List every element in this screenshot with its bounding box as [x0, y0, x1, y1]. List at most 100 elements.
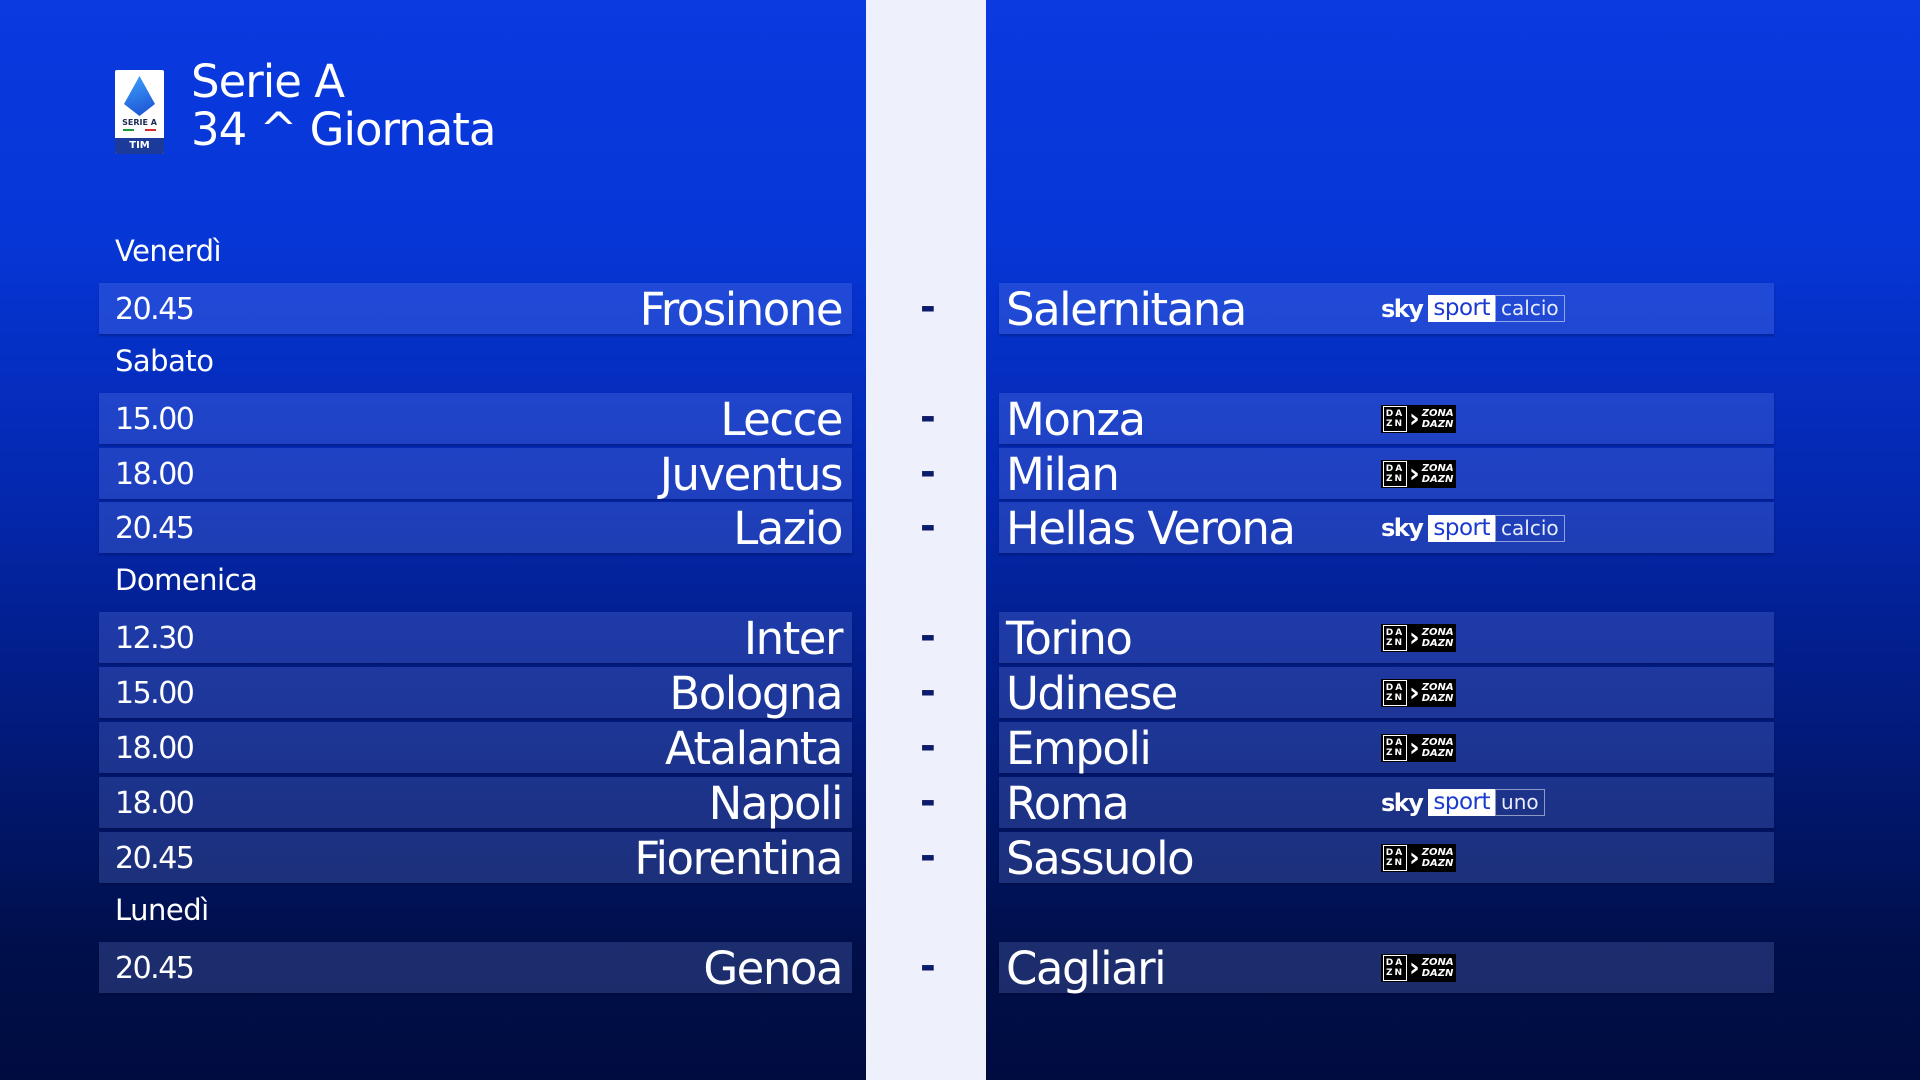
sky-channel: calcio [1495, 514, 1565, 542]
dazn-zona-logo: DA ZN › ZONA DAZN [1381, 953, 1456, 982]
zona-dazn-text: ZONA DAZN [1422, 682, 1454, 704]
dazn-box-icon: DA ZN [1383, 680, 1407, 707]
home-team: Bologna [669, 667, 843, 721]
chevron-right-icon: › [1409, 623, 1420, 654]
sky-sport: sport [1428, 789, 1496, 817]
kickoff-time: 15.00 [115, 676, 195, 712]
match-row: 15.00 Bologna - Udinese DA ZN › ZONA DAZN [0, 665, 1920, 720]
home-team: Genoa [703, 941, 843, 995]
zona-line2: DAZN [1421, 693, 1454, 705]
logo-sponsor: TIM [115, 138, 164, 154]
away-team: Empoli [1006, 722, 1152, 776]
home-team: Juventus [659, 447, 844, 501]
versus-separator: - [920, 284, 936, 329]
zona-line2: DAZN [1421, 418, 1454, 430]
day-label: Sabato [115, 343, 214, 378]
zona-line2: DAZN [1421, 967, 1454, 979]
kickoff-time: 20.45 [115, 950, 195, 986]
versus-separator: - [920, 724, 936, 769]
match-row: 20.45 Lazio - Hellas Verona sky sport calcio [0, 500, 1920, 555]
match-row: 20.45 Genoa - Cagliari DA ZN › ZONA DAZN [0, 940, 1920, 995]
dazn-zona-logo: DA ZN › ZONA DAZN [1381, 734, 1456, 763]
away-team: Torino [1006, 612, 1133, 666]
serie-a-logo: SERIE A TIM [115, 70, 164, 154]
dazn-box-top: DA [1385, 738, 1405, 749]
home-team: Inter [743, 612, 844, 666]
match-row: 18.00 Atalanta - Empoli DA ZN › ZONA DAZN [0, 720, 1920, 775]
versus-separator: - [920, 449, 936, 494]
zona-dazn-text: ZONA DAZN [1422, 627, 1454, 649]
away-team: Monza [1006, 392, 1146, 446]
home-row-background [99, 282, 852, 334]
kickoff-time: 20.45 [115, 840, 195, 876]
kickoff-time: 12.30 [115, 621, 195, 657]
dazn-box-top: DA [1385, 463, 1405, 474]
zona-line2: DAZN [1421, 857, 1454, 869]
zona-line1: ZONA [1421, 627, 1454, 639]
dazn-box-bottom: ZN [1385, 967, 1405, 978]
home-team: Napoli [708, 776, 844, 830]
match-row: 12.30 Inter - Torino DA ZN › ZONA DAZN [0, 610, 1920, 665]
broadcaster-logo: sky sport uno [1381, 788, 1545, 818]
broadcaster-logo: DA ZN › ZONA DAZN [1381, 843, 1456, 873]
center-divider-strip [866, 0, 986, 1080]
dazn-zona-logo: DA ZN › ZONA DAZN [1381, 623, 1456, 654]
away-row-background [999, 282, 1774, 334]
dazn-box-bottom: ZN [1385, 693, 1405, 704]
zona-dazn-text: ZONA DAZN [1422, 463, 1454, 485]
dazn-box-top: DA [1385, 628, 1405, 639]
zona-line2: DAZN [1421, 473, 1454, 485]
zona-line1: ZONA [1421, 407, 1454, 419]
match-row: 20.45 Frosinone - Salernitana sky sport calcio [0, 281, 1920, 336]
zona-dazn-text: ZONA DAZN [1422, 408, 1454, 430]
match-schedule: Venerdì 20.45 Frosinone - Salernitana sky spor… [0, 226, 1920, 995]
broadcaster-logo: DA ZN › ZONA DAZN [1381, 459, 1456, 489]
broadcaster-logo: DA ZN › ZONA DAZN [1381, 404, 1456, 434]
versus-separator: - [920, 778, 936, 823]
zona-line2: DAZN [1421, 748, 1454, 760]
home-row-background [99, 776, 852, 828]
kickoff-time: 15.00 [115, 401, 195, 437]
dazn-box-icon: DA ZN [1383, 954, 1407, 981]
chevron-right-icon: › [1409, 842, 1420, 873]
day-label: Venerdì [115, 234, 222, 268]
away-team: Sassuolo [1006, 831, 1195, 885]
sky-channel: calcio [1495, 295, 1565, 323]
away-team: Roma [1006, 776, 1130, 830]
dazn-box-bottom: ZN [1385, 638, 1405, 649]
home-row-background [99, 831, 852, 883]
chevron-right-icon: › [1409, 678, 1420, 709]
match-row: 15.00 Lecce - Monza DA ZN › ZONA DAZN [0, 391, 1920, 446]
home-row-background [99, 392, 852, 444]
broadcaster-logo: sky sport calcio [1381, 513, 1565, 543]
versus-separator: - [920, 943, 936, 988]
dazn-box-top: DA [1385, 408, 1405, 419]
dazn-box-top: DA [1385, 847, 1405, 858]
dazn-box-icon: DA ZN [1383, 625, 1407, 652]
sky-brand: sky [1381, 788, 1424, 817]
home-row-background [99, 502, 852, 554]
away-team: Hellas Verona [1006, 502, 1296, 556]
zona-dazn-text: ZONA DAZN [1422, 957, 1454, 979]
zona-line1: ZONA [1421, 462, 1454, 474]
zona-line2: DAZN [1421, 638, 1454, 650]
dazn-box-top: DA [1385, 957, 1405, 968]
away-team: Udinese [1006, 667, 1178, 721]
day-label: Lunedì [115, 892, 209, 927]
zona-line1: ZONA [1421, 737, 1454, 749]
sky-brand: sky [1381, 514, 1424, 543]
match-row: 18.00 Juventus - Milan DA ZN › ZONA DAZN [0, 446, 1920, 501]
chevron-right-icon: › [1409, 403, 1420, 434]
versus-separator: - [920, 669, 936, 714]
page-title: Serie A 34 ^ Giornata [191, 58, 497, 154]
away-team: Cagliari [1006, 941, 1167, 995]
away-team: Milan [1006, 447, 1120, 501]
zona-dazn-text: ZONA DAZN [1422, 737, 1454, 759]
dazn-box-icon: DA ZN [1383, 460, 1407, 487]
home-team: Lazio [733, 502, 843, 556]
match-row: 20.45 Fiorentina - Sassuolo DA ZN › ZONA DAZN [0, 830, 1920, 885]
sky-brand: sky [1381, 294, 1424, 323]
dazn-zona-logo: DA ZN › ZONA DAZN [1381, 842, 1456, 873]
dazn-zona-logo: DA ZN › ZONA DAZN [1381, 403, 1456, 434]
home-row-background [99, 447, 852, 499]
